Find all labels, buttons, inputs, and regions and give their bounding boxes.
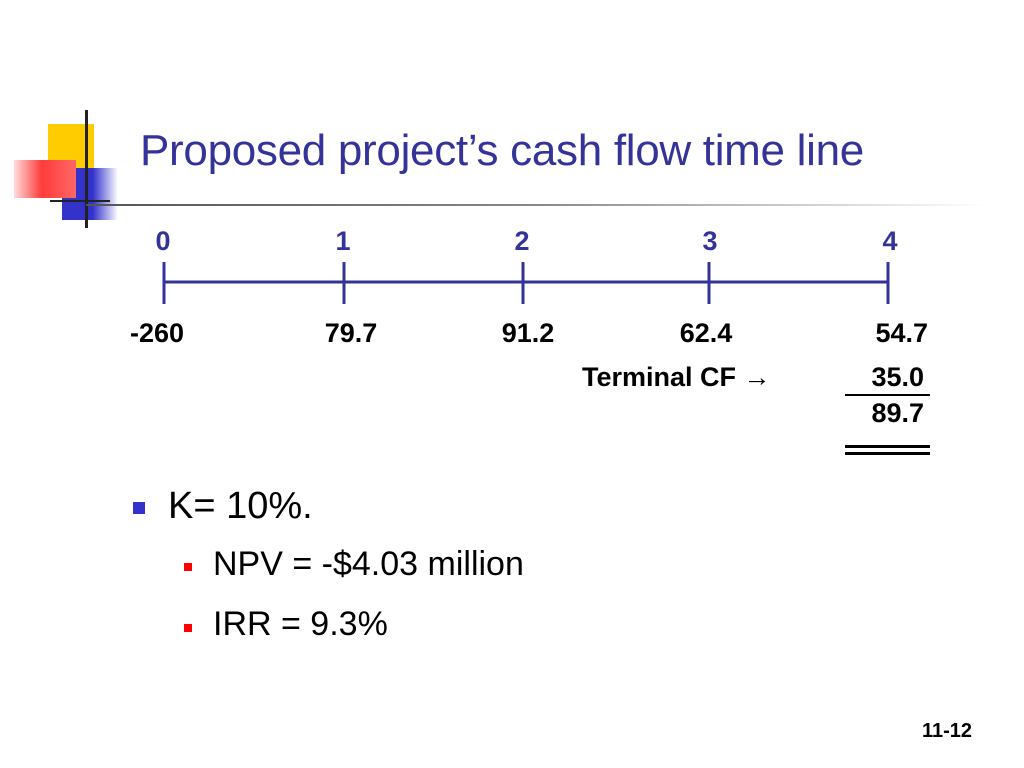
bullet-discount-rate: K= 10%.	[168, 485, 313, 527]
sub-bullet-marker	[184, 563, 192, 571]
total-cf-value: 89.7	[871, 398, 924, 428]
period-label: 3	[702, 226, 718, 256]
slide-number: 11-12	[921, 720, 972, 742]
bullet-npv: NPV = -$4.03 million	[213, 545, 524, 583]
bullet-marker	[133, 502, 145, 514]
terminal-cf-label: Terminal CF →	[582, 362, 771, 392]
cash-flow-value: 91.2	[501, 318, 555, 348]
logo-vertical-line	[85, 110, 88, 228]
logo-red-square	[14, 160, 76, 198]
terminal-cf-value: 35.0	[871, 362, 924, 392]
cash-flow-value-year4: 54.7	[875, 318, 928, 348]
period-label: 4	[882, 226, 898, 256]
sum-rule	[845, 394, 930, 396]
double-underline-top	[845, 445, 930, 448]
slide-title: Proposed project’s cash flow time line	[140, 126, 864, 175]
title-underline	[86, 204, 986, 206]
cash-flow-value: -260	[129, 318, 185, 348]
period-label: 1	[335, 226, 351, 256]
logo-horizontal-line	[50, 200, 110, 202]
cash-flow-value: 62.4	[679, 318, 733, 348]
double-underline-bottom	[845, 452, 930, 455]
sub-bullet-marker	[184, 624, 192, 632]
bullet-irr: IRR = 9.3%	[213, 605, 388, 643]
period-label: 0	[155, 226, 171, 256]
period-label: 2	[514, 226, 530, 256]
cash-flow-value: 79.7	[324, 318, 378, 348]
